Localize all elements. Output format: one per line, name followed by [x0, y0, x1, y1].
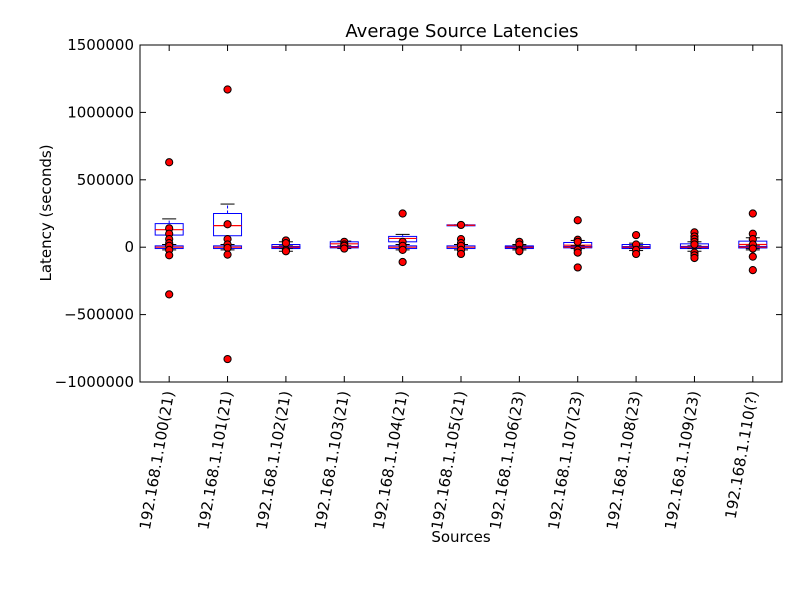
outlier-point	[223, 243, 232, 252]
y-tick-label: 500000	[77, 171, 134, 189]
box-group	[213, 85, 243, 364]
x-tick-label: 192.168.1.109(23)	[661, 390, 703, 532]
plot-area	[154, 85, 768, 364]
box-group	[738, 209, 768, 275]
outlier-point	[165, 251, 174, 260]
outlier-point	[165, 158, 174, 167]
x-tick-label: 192.168.1.110(?)	[722, 390, 762, 521]
outlier-point	[281, 239, 291, 248]
x-tick-label: 192.168.1.106(23)	[486, 390, 528, 532]
outlier-point	[573, 216, 582, 225]
outlier-point	[690, 240, 699, 249]
y-axis-label: Latency (seconds)	[37, 144, 55, 281]
outlier-point	[631, 249, 641, 259]
outlier-point	[456, 249, 466, 259]
chart-title: Average Source Latencies	[345, 21, 578, 42]
y-tick-label: 0	[124, 238, 134, 256]
outlier-point	[223, 354, 232, 364]
box-group	[621, 230, 651, 259]
box-group	[563, 216, 593, 272]
x-axis: 192.168.1.100(21) 192.168.1.101(21) 192.16…	[136, 45, 762, 531]
box-group	[329, 237, 359, 253]
x-tick-label: 192.168.1.102(21)	[253, 390, 295, 532]
box-group	[679, 228, 709, 263]
outlier-point	[281, 247, 291, 256]
y-tick-label: 1500000	[67, 36, 134, 54]
outlier-point	[340, 244, 349, 253]
outlier-point	[515, 247, 524, 256]
y-tick-label: 1000000	[67, 103, 134, 121]
x-tick-label: 192.168.1.101(21)	[194, 390, 236, 532]
outlier-point	[748, 266, 757, 275]
box-group	[154, 158, 184, 299]
box-group	[388, 209, 418, 267]
outlier-point	[223, 250, 232, 259]
outlier-point	[398, 257, 407, 267]
x-axis-label: Sources	[431, 528, 491, 546]
x-tick-label: 192.168.1.105(21)	[428, 390, 470, 532]
outlier-point	[573, 237, 582, 246]
outlier-point	[748, 244, 757, 253]
x-tick-label: 192.168.1.108(23)	[603, 390, 645, 532]
outlier-point	[690, 253, 699, 263]
y-tick-label: −500000	[64, 306, 134, 324]
outlier-point	[223, 85, 232, 94]
x-tick-label: 192.168.1.103(21)	[311, 390, 353, 532]
outlier-point	[165, 290, 174, 299]
y-axis: −1000000 −500000 0 500000 1000000 1500000	[55, 36, 782, 391]
outlier-point	[631, 230, 641, 240]
box-group	[271, 236, 301, 256]
outlier-point	[748, 252, 757, 261]
outlier-point	[398, 209, 407, 218]
outlier-point	[398, 245, 407, 254]
x-tick-label: 192.168.1.104(21)	[369, 390, 411, 532]
outlier-point	[223, 220, 232, 229]
box-group	[504, 237, 534, 256]
y-tick-label: −1000000	[55, 373, 134, 391]
outlier-point	[573, 248, 582, 257]
box-group	[446, 220, 476, 259]
x-tick-label: 192.168.1.107(23)	[545, 390, 587, 532]
x-tick-label: 192.168.1.100(21)	[136, 390, 178, 532]
outlier-point	[748, 209, 757, 218]
outlier-point	[456, 220, 466, 230]
outlier-point	[573, 263, 582, 272]
